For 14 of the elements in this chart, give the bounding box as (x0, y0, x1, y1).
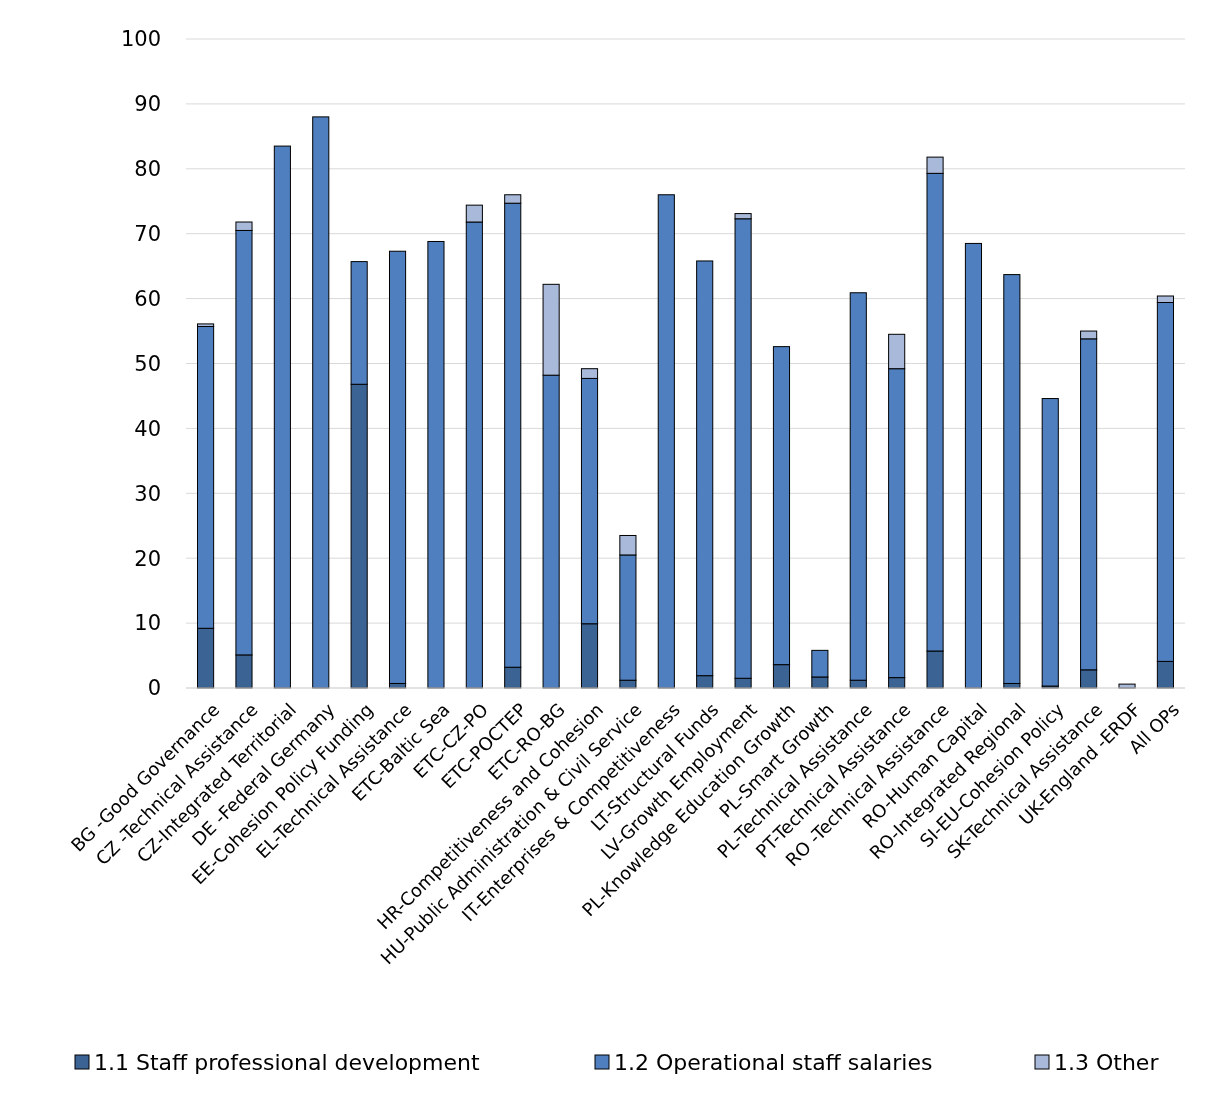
legend-label: 1.3 Other (1054, 1049, 1160, 1075)
legend-label: 1.1 Staff professional development (94, 1049, 480, 1075)
y-tick-label: 30 (134, 481, 161, 506)
y-tick-label: 100 (120, 27, 161, 52)
y-tick-label: 10 (134, 611, 161, 636)
y-tick-label: 90 (134, 92, 161, 117)
y-tick-label: 20 (134, 546, 161, 571)
y-tick-label: 60 (134, 286, 161, 311)
y-tick-label: 40 (134, 416, 161, 441)
legend-label: 1.2 Operational staff salaries (614, 1049, 933, 1075)
y-tick-label: 0 (147, 676, 161, 701)
y-tick-label: 80 (134, 157, 161, 182)
y-tick-label: 70 (134, 222, 161, 247)
y-tick-label: 50 (134, 351, 161, 376)
